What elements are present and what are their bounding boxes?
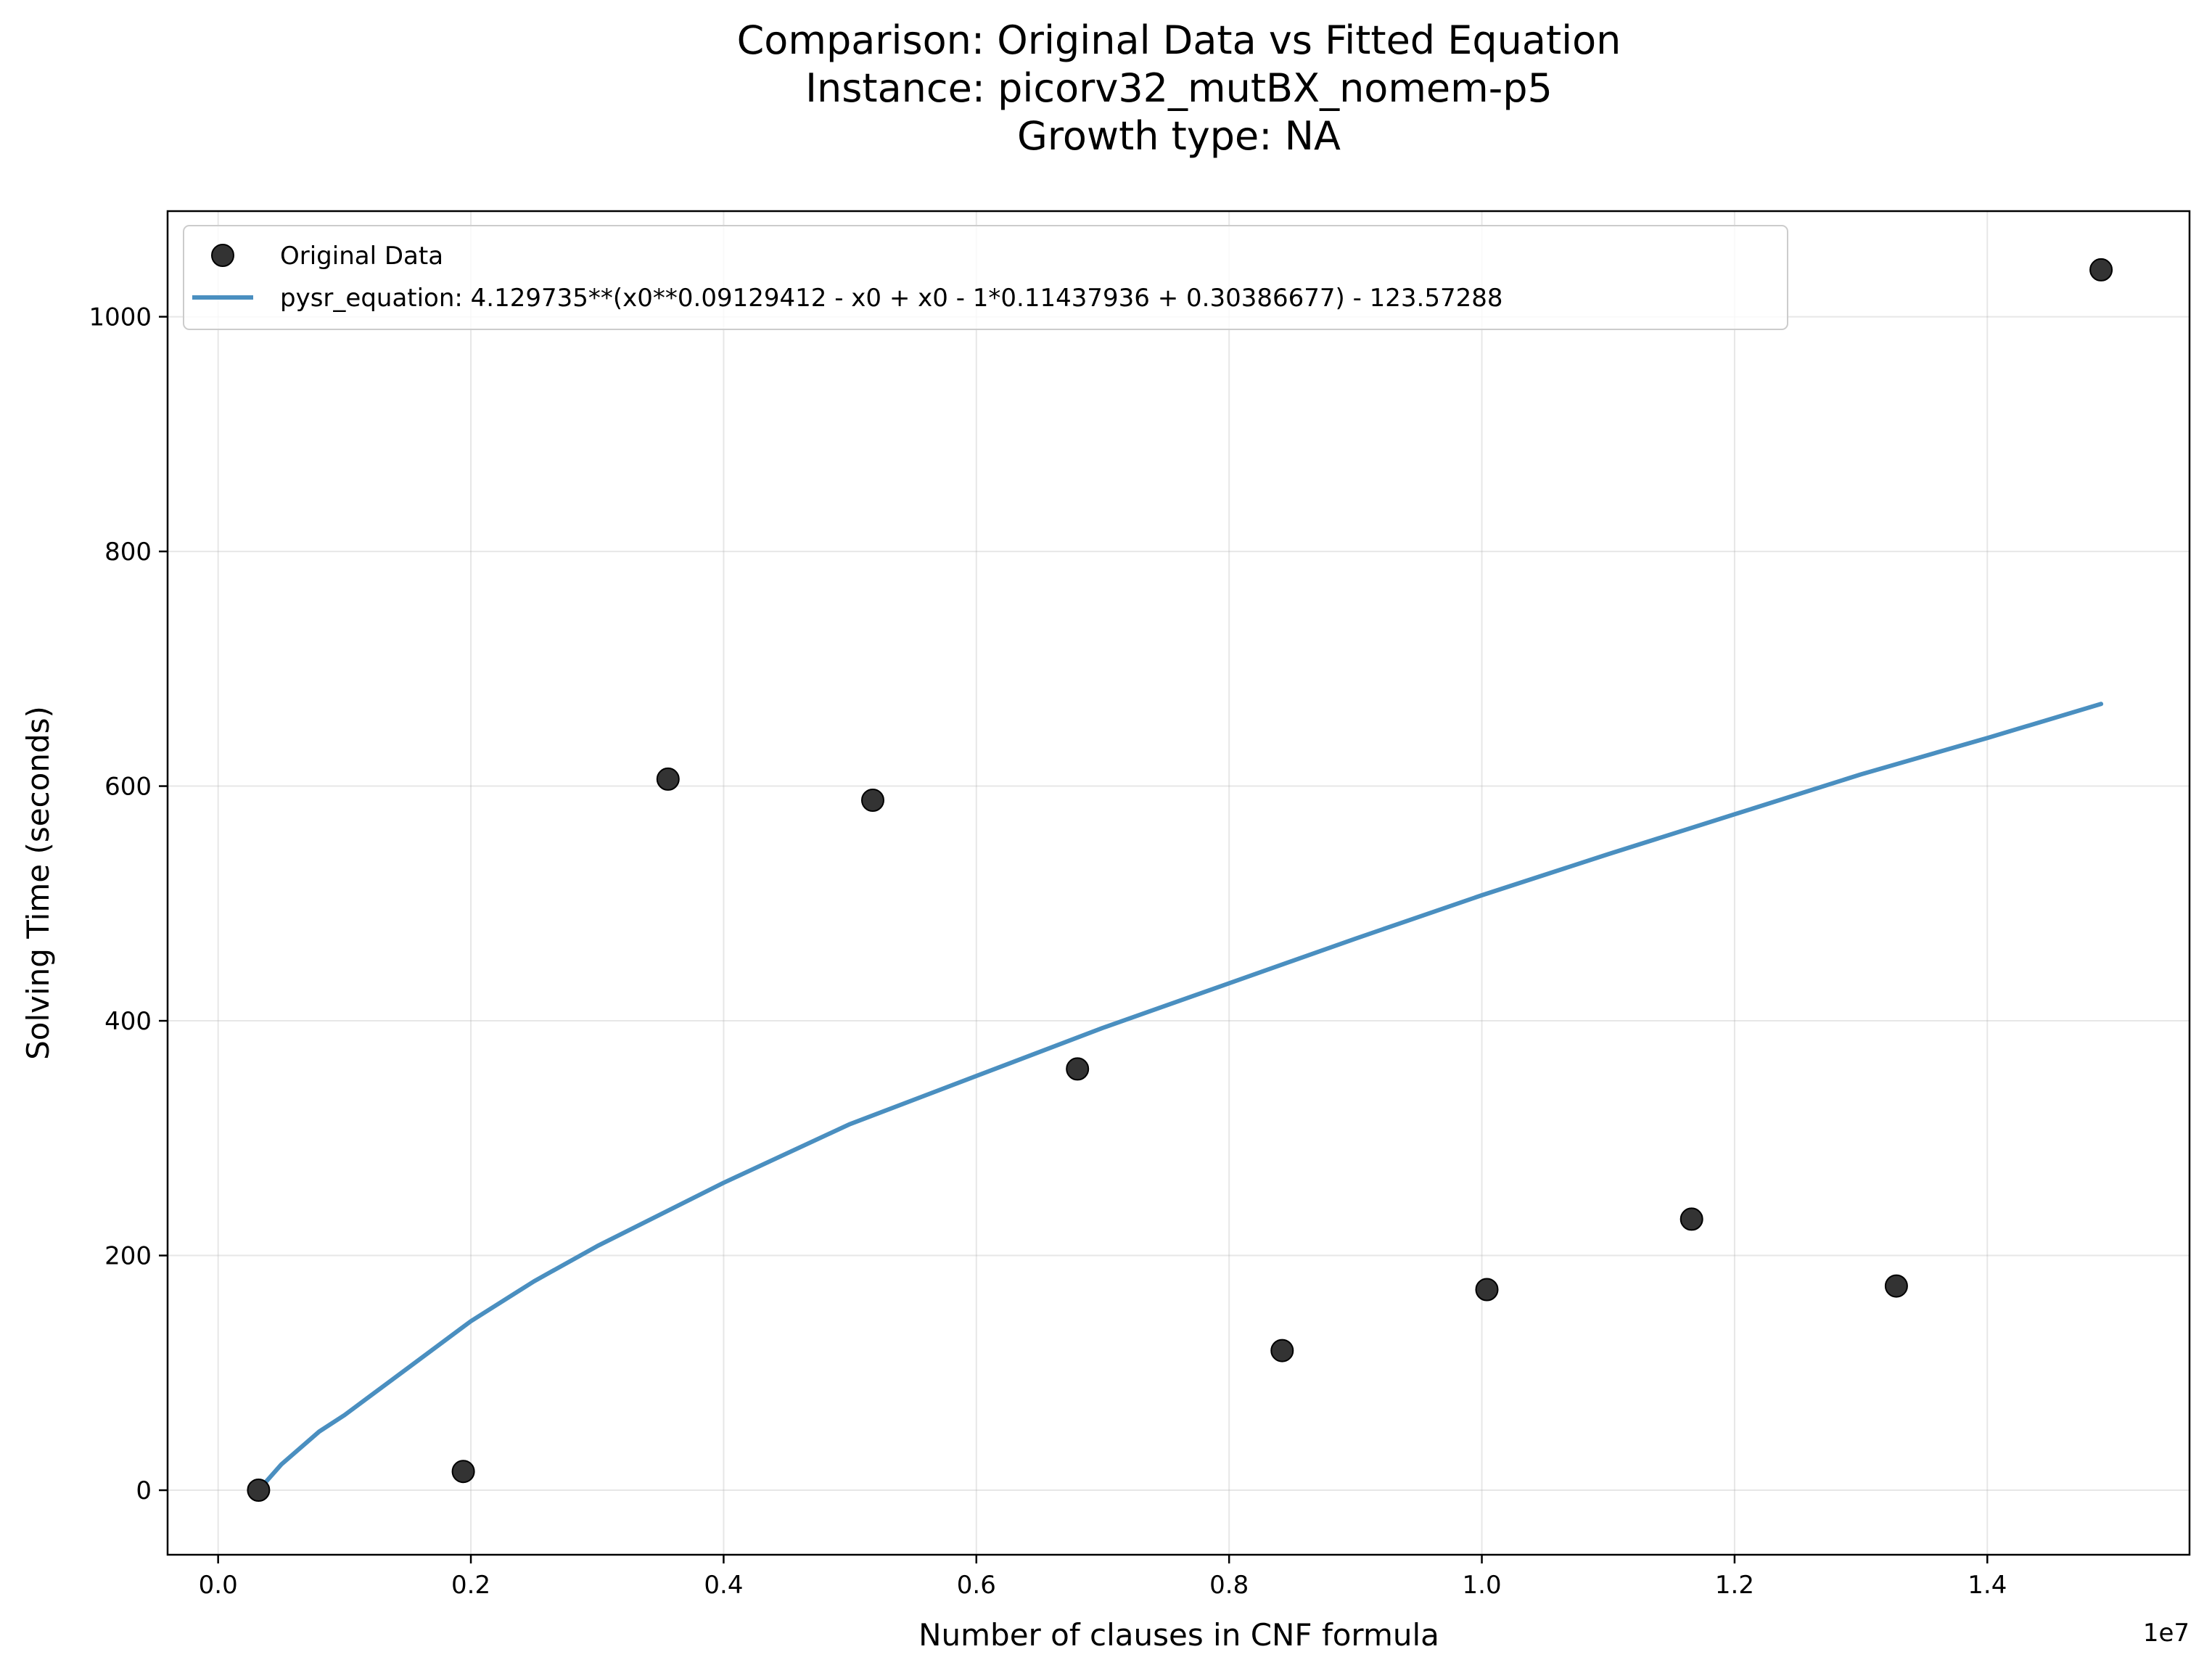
data-point: [1270, 1339, 1294, 1362]
data-point: [1475, 1278, 1499, 1302]
data-point: [2089, 258, 2113, 281]
x-tick-label: 0.6: [957, 1571, 996, 1600]
x-tick-label: 1.4: [1968, 1571, 2007, 1600]
fitted-equation-line: [256, 702, 2104, 1492]
legend: Original Data pysr_equation: 4.129735**(…: [183, 225, 1788, 330]
data-point: [861, 789, 884, 812]
x-tick-label: 0.4: [704, 1571, 743, 1600]
axis-ticks: 0.0 0.2 0.4 0.6 0.8 1.0 1.2 1.4 0 200 400 600 800 100…: [89, 303, 2007, 1600]
chart-title-line-2: Instance: picorv32_mutBX_nomem-p5: [805, 65, 1553, 111]
data-point: [247, 1479, 271, 1502]
data-point: [1066, 1057, 1090, 1081]
chart-title: Comparison: Original Data vs Fitted Equa…: [737, 17, 1621, 159]
y-axis-label: Solving Time (seconds): [20, 706, 56, 1060]
legend-label-pysr-equation: pysr_equation: 4.129735**(x0**0.09129412…: [280, 284, 1503, 313]
legend-box: [183, 225, 1788, 330]
x-tick-label: 1.2: [1715, 1571, 1754, 1600]
grid: [168, 211, 2190, 1555]
chart-title-line-3: Growth type: NA: [1017, 113, 1341, 159]
y-tick-label: 1000: [89, 303, 152, 332]
y-tick-label: 400: [104, 1007, 152, 1036]
y-tick-label: 200: [104, 1242, 152, 1271]
x-axis-offset-label: 1e7: [2143, 1619, 2190, 1648]
y-tick-label: 600: [104, 773, 152, 802]
data-point: [1884, 1274, 1908, 1298]
legend-label-original-data: Original Data: [280, 242, 443, 271]
x-tick-label: 0.8: [1209, 1571, 1249, 1600]
chart-title-line-1: Comparison: Original Data vs Fitted Equa…: [737, 17, 1621, 63]
data-point: [1679, 1207, 1703, 1231]
data-point: [656, 767, 680, 791]
x-axis-label: Number of clauses in CNF formula: [918, 1617, 1439, 1653]
legend-marker-original-data: [211, 244, 234, 267]
y-tick-label: 800: [104, 538, 152, 567]
plot-area-frame: [166, 210, 2191, 1556]
x-tick-label: 0.0: [199, 1571, 238, 1600]
data-point: [451, 1460, 475, 1484]
x-tick-label: 1.0: [1463, 1571, 1502, 1600]
plot-series: [247, 258, 2113, 1502]
y-tick-label: 0: [136, 1476, 152, 1505]
x-tick-label: 0.2: [451, 1571, 490, 1600]
